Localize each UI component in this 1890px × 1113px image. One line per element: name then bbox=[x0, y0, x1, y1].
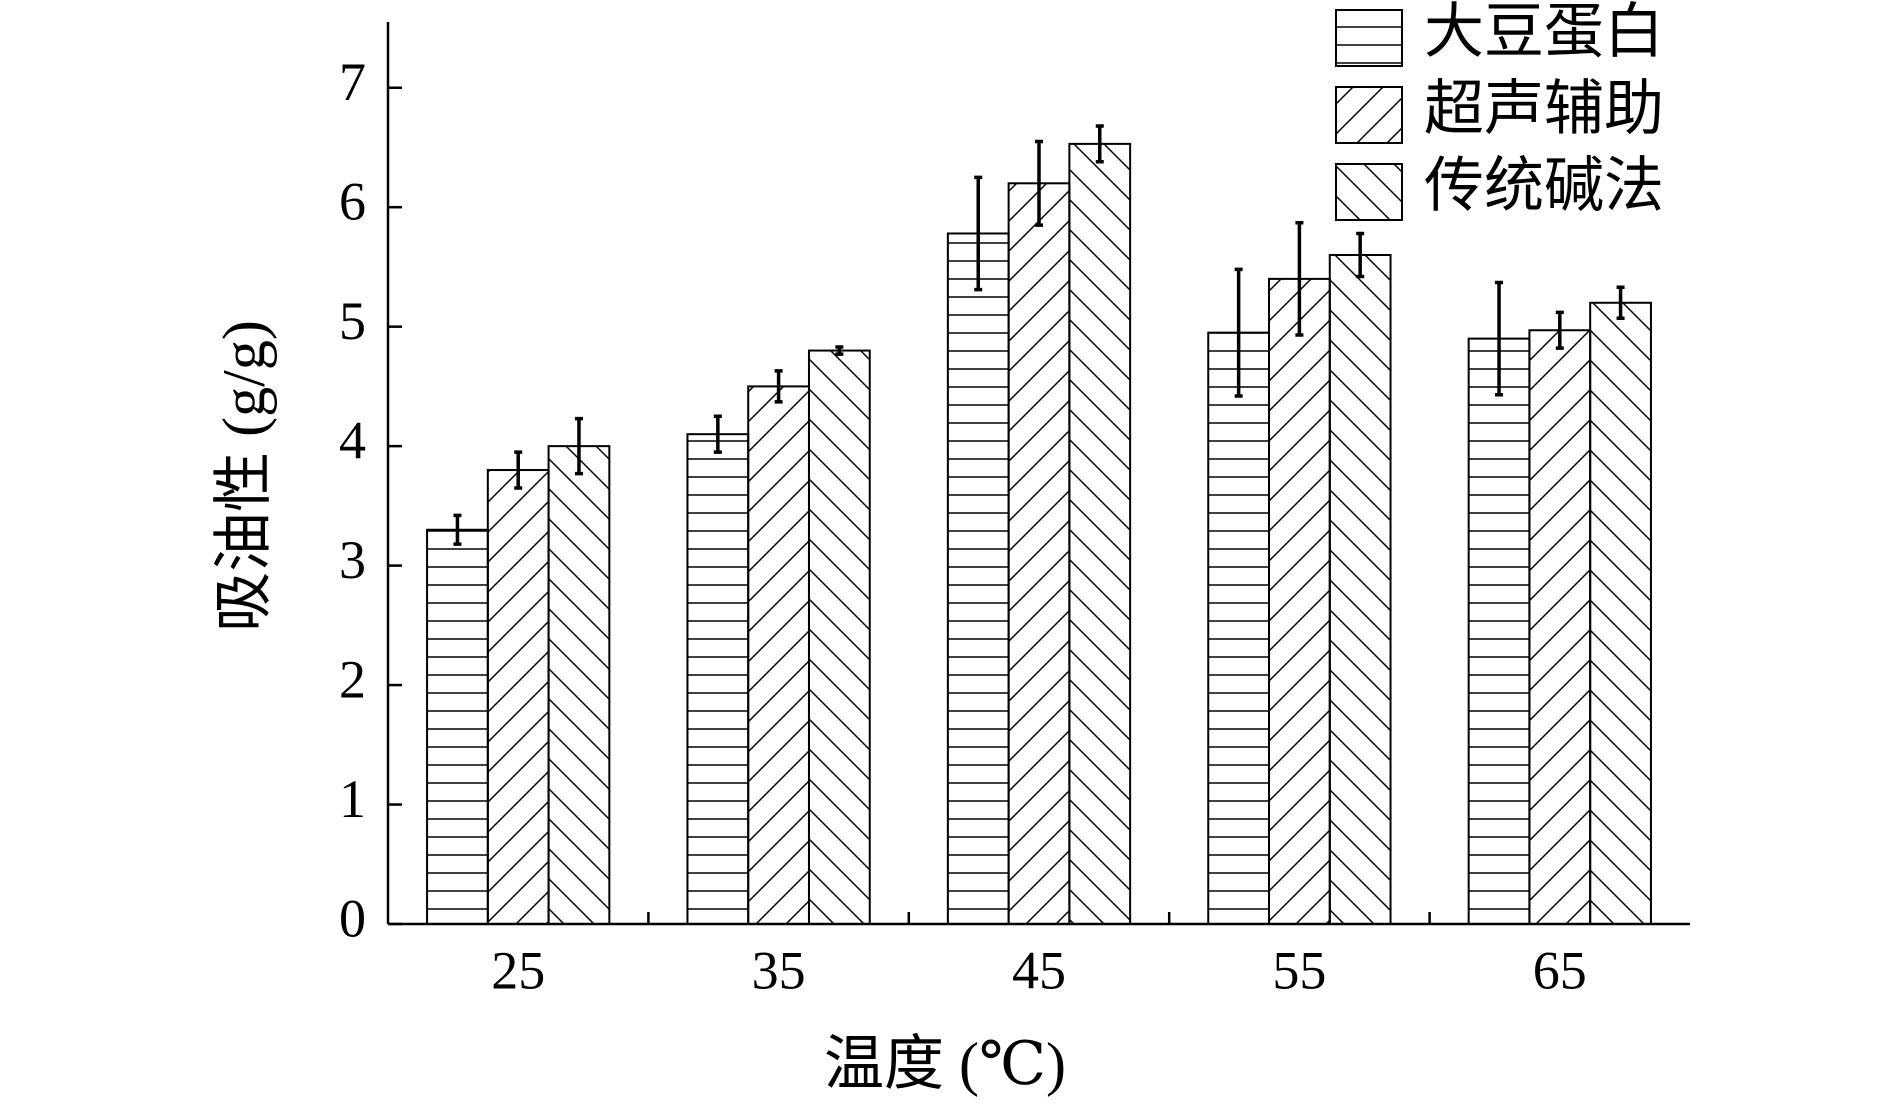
y-tick-label: 4 bbox=[339, 411, 366, 471]
bar bbox=[1007, 182, 1071, 926]
bar bbox=[1589, 301, 1652, 926]
y-tick-label: 0 bbox=[339, 888, 366, 948]
error-bar bbox=[974, 175, 983, 292]
error-bar bbox=[1095, 124, 1104, 164]
bar bbox=[686, 433, 750, 925]
error-bar bbox=[453, 513, 462, 546]
x-tick-label: 25 bbox=[491, 940, 545, 1000]
bar bbox=[486, 469, 550, 925]
bar bbox=[1328, 253, 1392, 925]
error-bar bbox=[514, 450, 523, 490]
legend-swatch bbox=[1335, 86, 1403, 144]
error-bar bbox=[1035, 139, 1043, 227]
error-bar bbox=[1616, 285, 1625, 321]
x-tick-label: 35 bbox=[752, 940, 806, 1000]
error-bar bbox=[1495, 280, 1504, 397]
legend-swatch bbox=[1335, 9, 1403, 67]
legend-label: 超声辅助 bbox=[1424, 76, 1664, 142]
y-tick-label: 2 bbox=[339, 649, 366, 709]
error-bar bbox=[713, 414, 722, 454]
x-tick-label: 65 bbox=[1533, 940, 1587, 1000]
y-axis-label: 吸油性 (g/g) bbox=[211, 320, 277, 632]
bar bbox=[747, 385, 810, 925]
error-bar bbox=[1356, 231, 1365, 279]
bar bbox=[946, 232, 1010, 925]
bar bbox=[1467, 337, 1531, 925]
error-bar bbox=[574, 416, 583, 476]
y-tick-label: 5 bbox=[339, 291, 366, 351]
error-bar bbox=[835, 345, 844, 356]
legend-swatch bbox=[1335, 163, 1403, 221]
error-bar bbox=[774, 369, 783, 404]
legend-label: 大豆蛋白 bbox=[1424, 0, 1664, 65]
bar bbox=[1068, 142, 1132, 925]
x-axis-label: 温度 (℃) bbox=[824, 1031, 1066, 1097]
error-bar bbox=[1295, 220, 1304, 337]
bar bbox=[547, 445, 611, 925]
legend-label: 传统碱法 bbox=[1424, 153, 1664, 219]
y-tick-label: 6 bbox=[339, 172, 366, 232]
bar bbox=[1528, 329, 1592, 925]
y-tick-label: 3 bbox=[339, 530, 366, 590]
error-bar bbox=[1234, 267, 1243, 398]
bar bbox=[807, 349, 871, 925]
x-tick-label: 45 bbox=[1012, 940, 1066, 1000]
bar bbox=[1268, 277, 1331, 925]
error-bar bbox=[1555, 310, 1564, 350]
x-tick-label: 55 bbox=[1272, 940, 1326, 1000]
y-tick-label: 1 bbox=[339, 769, 366, 829]
bar bbox=[1207, 331, 1271, 925]
bar bbox=[426, 528, 489, 925]
y-tick-label: 7 bbox=[339, 52, 366, 112]
